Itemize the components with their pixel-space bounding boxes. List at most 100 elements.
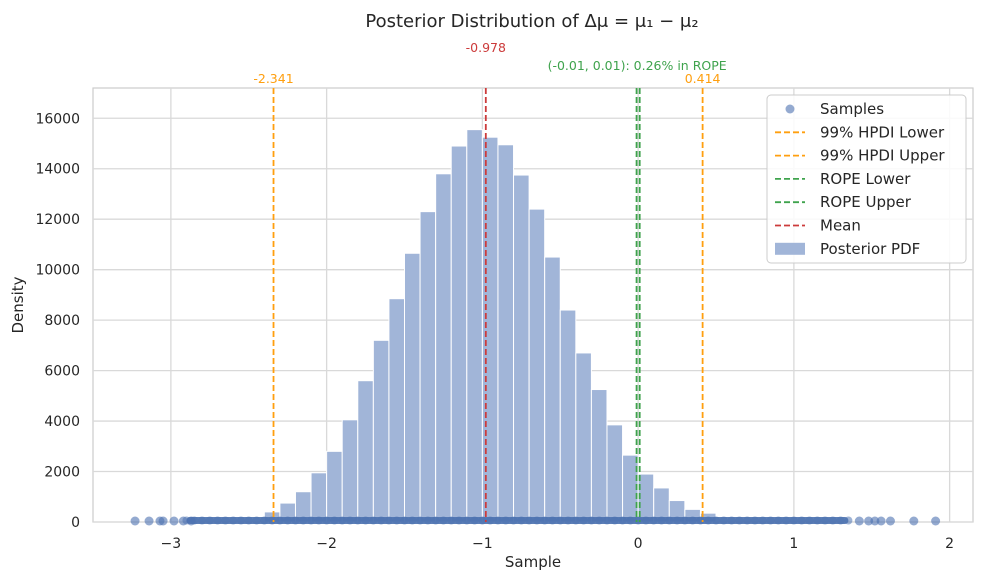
histogram-bar (497, 144, 515, 523)
y-tick-label: 14000 (35, 162, 80, 178)
sample-point (198, 516, 207, 525)
sample-point (221, 516, 230, 525)
histogram-bar (575, 352, 592, 523)
sample-point (602, 516, 611, 525)
sample-point (673, 516, 682, 525)
sample-point (268, 516, 277, 525)
legend-label: 99% HPDI Upper (820, 147, 945, 165)
sample-point (130, 516, 140, 526)
sample-point (610, 516, 619, 525)
sample-point (909, 516, 919, 526)
sample-point (392, 516, 401, 525)
histogram-bar (435, 173, 452, 523)
sample-point (712, 516, 721, 525)
sample-point (493, 516, 502, 525)
x-axis-title: Sample (505, 553, 561, 571)
sample-point (431, 516, 440, 525)
legend-pdf-marker (775, 242, 805, 255)
sample-point (680, 516, 689, 525)
sample-point (205, 516, 214, 525)
y-tick-label: 4000 (44, 414, 80, 430)
legend-samples-marker (785, 104, 795, 114)
sample-point (774, 516, 783, 525)
sample-point (836, 516, 845, 525)
x-tick-label: 1 (789, 536, 798, 552)
sample-point (322, 516, 331, 525)
sample-point (229, 516, 238, 525)
sample-point (587, 516, 596, 525)
legend-label: Samples (820, 100, 884, 118)
legend-label: ROPE Upper (820, 193, 912, 211)
sample-point (244, 516, 253, 525)
sample-point (525, 516, 534, 525)
histogram-bar (466, 129, 483, 523)
sample-point (813, 516, 822, 525)
sample-point (854, 516, 864, 526)
sample-point (439, 516, 448, 525)
sample-point (665, 516, 674, 525)
sample-point (455, 516, 464, 525)
x-tick-label: −2 (316, 536, 337, 552)
sample-point (735, 516, 744, 525)
line-annotations: -0.978 -2.341 0.414 (-0.01, 0.01): 0.26%… (253, 40, 726, 86)
sample-point (758, 516, 767, 525)
sample-point (532, 516, 541, 525)
legend-label: ROPE Lower (820, 170, 911, 188)
histogram-bar (419, 211, 437, 523)
sample-point (158, 516, 168, 526)
y-axis-ticks: 0 2000 4000 6000 8000 10000 12000 14000 16000 (35, 111, 80, 531)
histogram-bar (310, 472, 328, 523)
sample-point (657, 516, 666, 525)
y-tick-label: 2000 (44, 465, 80, 481)
y-axis-title: Density (9, 276, 27, 333)
sample-point (478, 516, 487, 525)
sample-point (828, 516, 837, 525)
legend-label: Posterior PDF (820, 240, 920, 258)
sample-point (556, 516, 565, 525)
sample-point (260, 516, 269, 525)
sample-point (727, 516, 736, 525)
sample-point (844, 516, 853, 525)
sample-point (864, 516, 874, 526)
sample-point (719, 516, 728, 525)
histogram-bar (590, 389, 608, 523)
y-tick-label: 0 (71, 515, 80, 531)
sample-point (416, 516, 425, 525)
sample-point (885, 516, 895, 526)
sample-point (688, 516, 697, 525)
legend-label: 99% HPDI Lower (820, 123, 945, 141)
sample-point (501, 516, 510, 525)
hpdi-lower-value-label: -2.341 (253, 71, 293, 86)
sample-point (704, 516, 713, 525)
sample-point (213, 516, 222, 525)
sample-point (369, 516, 378, 525)
histogram-bar (404, 252, 421, 523)
y-tick-label: 6000 (44, 364, 80, 380)
chart-title: Posterior Distribution of Δμ = μ₁ − μ₂ (365, 11, 698, 32)
x-tick-label: −3 (161, 536, 182, 552)
sample-point (743, 516, 752, 525)
sample-point (291, 516, 300, 525)
histogram-bar (481, 136, 499, 523)
sample-point (595, 516, 604, 525)
sample-point (486, 516, 495, 525)
sample-point (299, 516, 308, 525)
sample-point (178, 516, 188, 526)
histogram-bar (513, 174, 530, 523)
sample-point (384, 516, 393, 525)
sample-point (540, 516, 549, 525)
sample-point (789, 516, 798, 525)
histogram-bar (341, 419, 359, 523)
sample-point (186, 516, 196, 526)
sample-point (641, 516, 650, 525)
sample-point (314, 516, 323, 525)
sample-point (564, 516, 573, 525)
sample-point (361, 516, 370, 525)
sample-point (766, 516, 775, 525)
sample-point (447, 516, 456, 525)
x-tick-label: −1 (472, 536, 493, 552)
sample-point (517, 516, 526, 525)
sample-point (338, 516, 347, 525)
x-tick-label: 2 (945, 536, 954, 552)
sample-point (821, 516, 830, 525)
